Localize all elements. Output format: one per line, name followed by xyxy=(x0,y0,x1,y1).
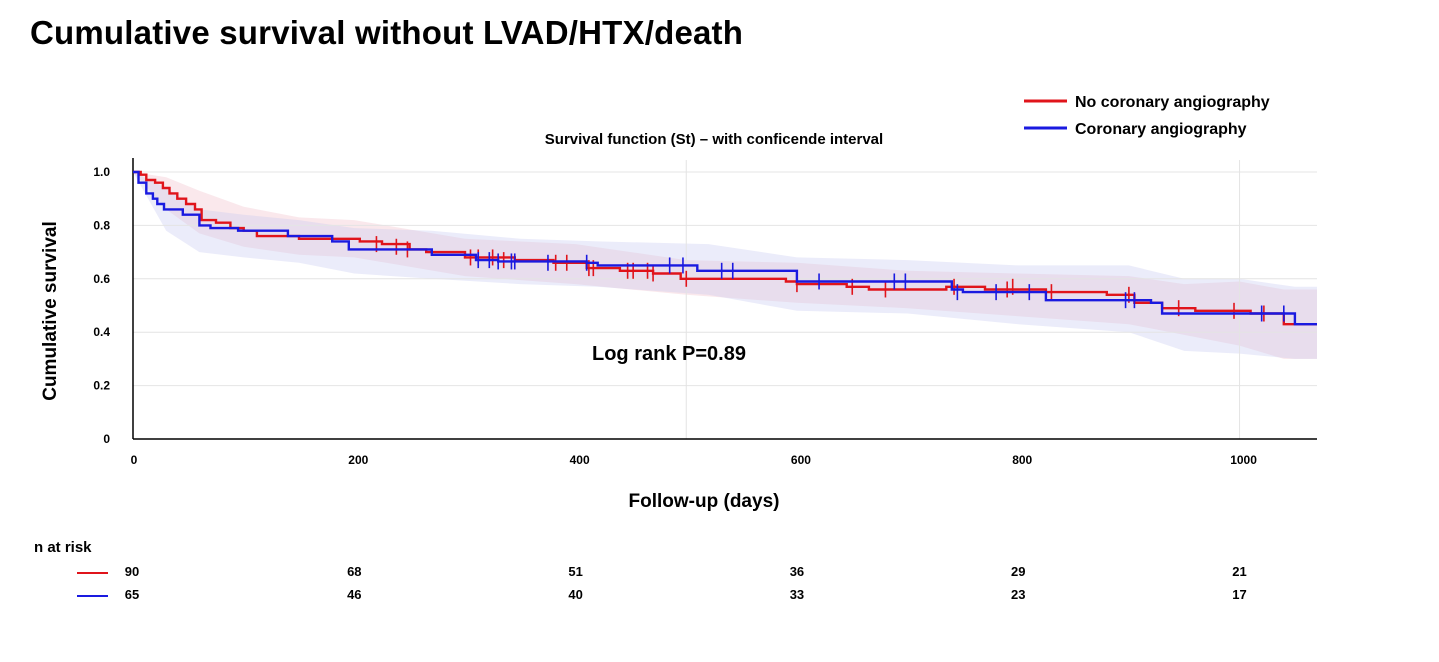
risk-count: 36 xyxy=(789,564,805,579)
chart-subtitle: Survival function (St) – with conficende… xyxy=(545,131,883,148)
risk-count: 17 xyxy=(1232,587,1247,602)
x-tick-label: 600 xyxy=(791,453,811,467)
risk-table-heading: n at risk xyxy=(34,539,92,556)
chart-labels: 0 0.2 0.4 0.6 0.8 1.0 0 200 400 600 800 1000 Surviva… xyxy=(40,131,1257,512)
risk-count: 46 xyxy=(347,587,362,602)
page-title: Cumulative survival without LVAD/HTX/dea… xyxy=(30,14,744,51)
risk-row-0: 90 68 51 36 29 21 xyxy=(0,564,1439,582)
x-axis-label: Follow-up (days) xyxy=(629,491,780,512)
risk-count: 21 xyxy=(1232,564,1247,579)
x-tick-label: 400 xyxy=(570,453,590,467)
y-tick-label: 0 xyxy=(103,432,110,446)
risk-count: 68 xyxy=(347,564,362,579)
risk-count: 51 xyxy=(568,564,583,579)
log-rank-annotation: Log rank P=0.89 xyxy=(592,343,746,365)
axes xyxy=(132,158,1317,440)
legend-label-0: No coronary angiography xyxy=(1075,94,1270,111)
y-tick-label: 0.6 xyxy=(93,272,110,286)
confidence-band-0 xyxy=(133,172,1317,359)
risk-row-swatch xyxy=(77,595,108,597)
risk-count: 65 xyxy=(124,587,140,602)
risk-count: 23 xyxy=(1010,587,1026,602)
risk-row-swatch xyxy=(77,572,108,574)
survival-curves xyxy=(133,170,1317,326)
y-tick-label: 1.0 xyxy=(93,165,110,179)
y-axis-label: Cumulative survival xyxy=(40,221,61,401)
x-tick-label: 0 xyxy=(131,453,138,467)
legend-label-1: Coronary angiography xyxy=(1075,121,1247,138)
risk-count: 29 xyxy=(1010,564,1026,579)
x-tick-label: 800 xyxy=(1012,453,1032,467)
confidence-bands xyxy=(133,172,1317,359)
risk-count: 33 xyxy=(789,587,805,602)
legend: No coronary angiography Coronary angiogra… xyxy=(1024,94,1270,138)
y-tick-label: 0.4 xyxy=(93,325,110,339)
confidence-band-1 xyxy=(133,172,1317,359)
risk-count: 90 xyxy=(124,564,140,579)
x-tick-label: 200 xyxy=(348,453,368,467)
risk-count: 40 xyxy=(568,587,583,602)
risk-row-1: 65 46 40 33 23 17 xyxy=(0,587,1439,605)
y-tick-label: 0.8 xyxy=(93,218,110,232)
survival-curve-1 xyxy=(133,170,1317,326)
x-tick-label: 1000 xyxy=(1230,453,1257,467)
y-tick-label: 0.2 xyxy=(93,379,110,393)
